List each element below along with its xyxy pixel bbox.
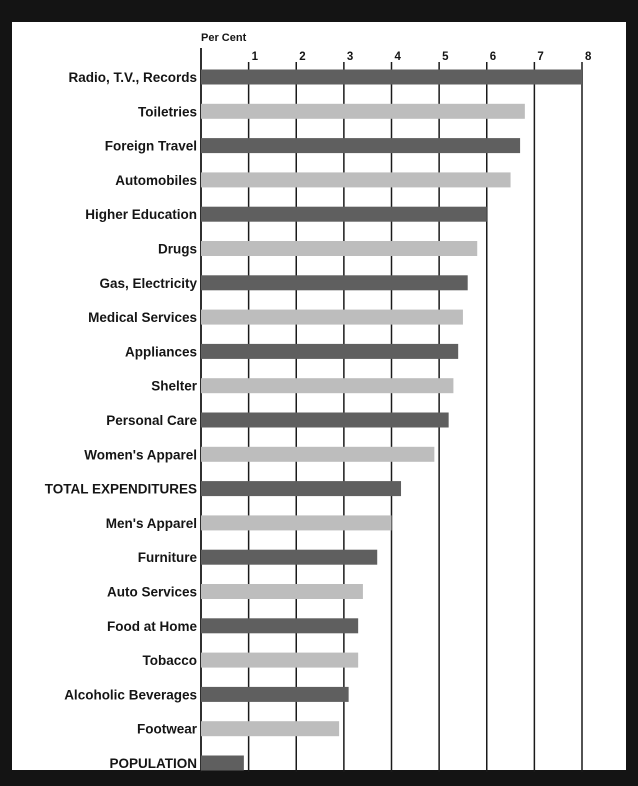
tick-label-8: 8: [585, 51, 592, 63]
category-label-17: Tobacco: [142, 653, 197, 668]
category-label-12: TOTAL EXPENDITURES: [45, 482, 197, 497]
bar-3: [201, 172, 511, 188]
category-label-10: Personal Care: [106, 413, 197, 428]
bar-12: [201, 481, 402, 497]
category-label-14: Furniture: [138, 550, 198, 565]
category-label-16: Food at Home: [107, 619, 197, 634]
category-label-15: Auto Services: [107, 585, 197, 600]
category-label-19: Footwear: [137, 722, 198, 737]
bar-2: [201, 138, 521, 154]
bar-20: [201, 755, 244, 771]
bar-10: [201, 412, 449, 428]
tick-labels: 1 2 3 4 5 6 7 8: [252, 51, 592, 63]
unit-label: Per Cent: [201, 32, 247, 44]
category-label-0: Radio, T.V., Records: [68, 70, 197, 85]
bar-13: [201, 515, 392, 531]
bar-19: [201, 721, 340, 737]
bar-15: [201, 584, 363, 599]
category-label-8: Appliances: [125, 344, 197, 359]
bar-11: [201, 446, 435, 462]
bar-4: [201, 206, 487, 222]
bars: [201, 69, 582, 771]
bar-7: [201, 309, 463, 325]
category-label-18: Alcoholic Beverages: [64, 687, 197, 702]
category-label-9: Shelter: [151, 379, 198, 394]
category-label-13: Men's Apparel: [106, 516, 197, 531]
tick-label-3: 3: [347, 51, 353, 63]
category-label-5: Drugs: [158, 242, 197, 257]
category-label-4: Higher Education: [85, 207, 197, 222]
tick-label-7: 7: [537, 51, 543, 63]
category-label-2: Foreign Travel: [105, 139, 197, 154]
bar-16: [201, 618, 359, 634]
category-label-11: Women's Apparel: [84, 447, 197, 462]
bar-1: [201, 103, 525, 119]
tick-label-2: 2: [299, 51, 305, 63]
category-label-7: Medical Services: [88, 310, 197, 325]
tick-label-6: 6: [490, 51, 496, 63]
bar-18: [201, 686, 349, 702]
category-label-1: Toiletries: [138, 104, 197, 119]
category-label-20: POPULATION: [110, 756, 198, 771]
tick-label-4: 4: [395, 51, 402, 63]
bar-0: [201, 69, 582, 85]
category-label-3: Automobiles: [115, 173, 197, 188]
bar-17: [201, 652, 359, 668]
bar-8: [201, 343, 459, 359]
bar-9: [201, 378, 454, 394]
bar-6: [201, 275, 468, 291]
bar-14: [201, 549, 378, 565]
category-labels: Radio, T.V., Records Toiletries Foreign Tr…: [45, 70, 198, 771]
category-label-6: Gas, Electricity: [99, 276, 197, 291]
bar-5: [201, 241, 478, 256]
tick-label-5: 5: [442, 51, 449, 63]
tick-label-1: 1: [252, 51, 259, 63]
